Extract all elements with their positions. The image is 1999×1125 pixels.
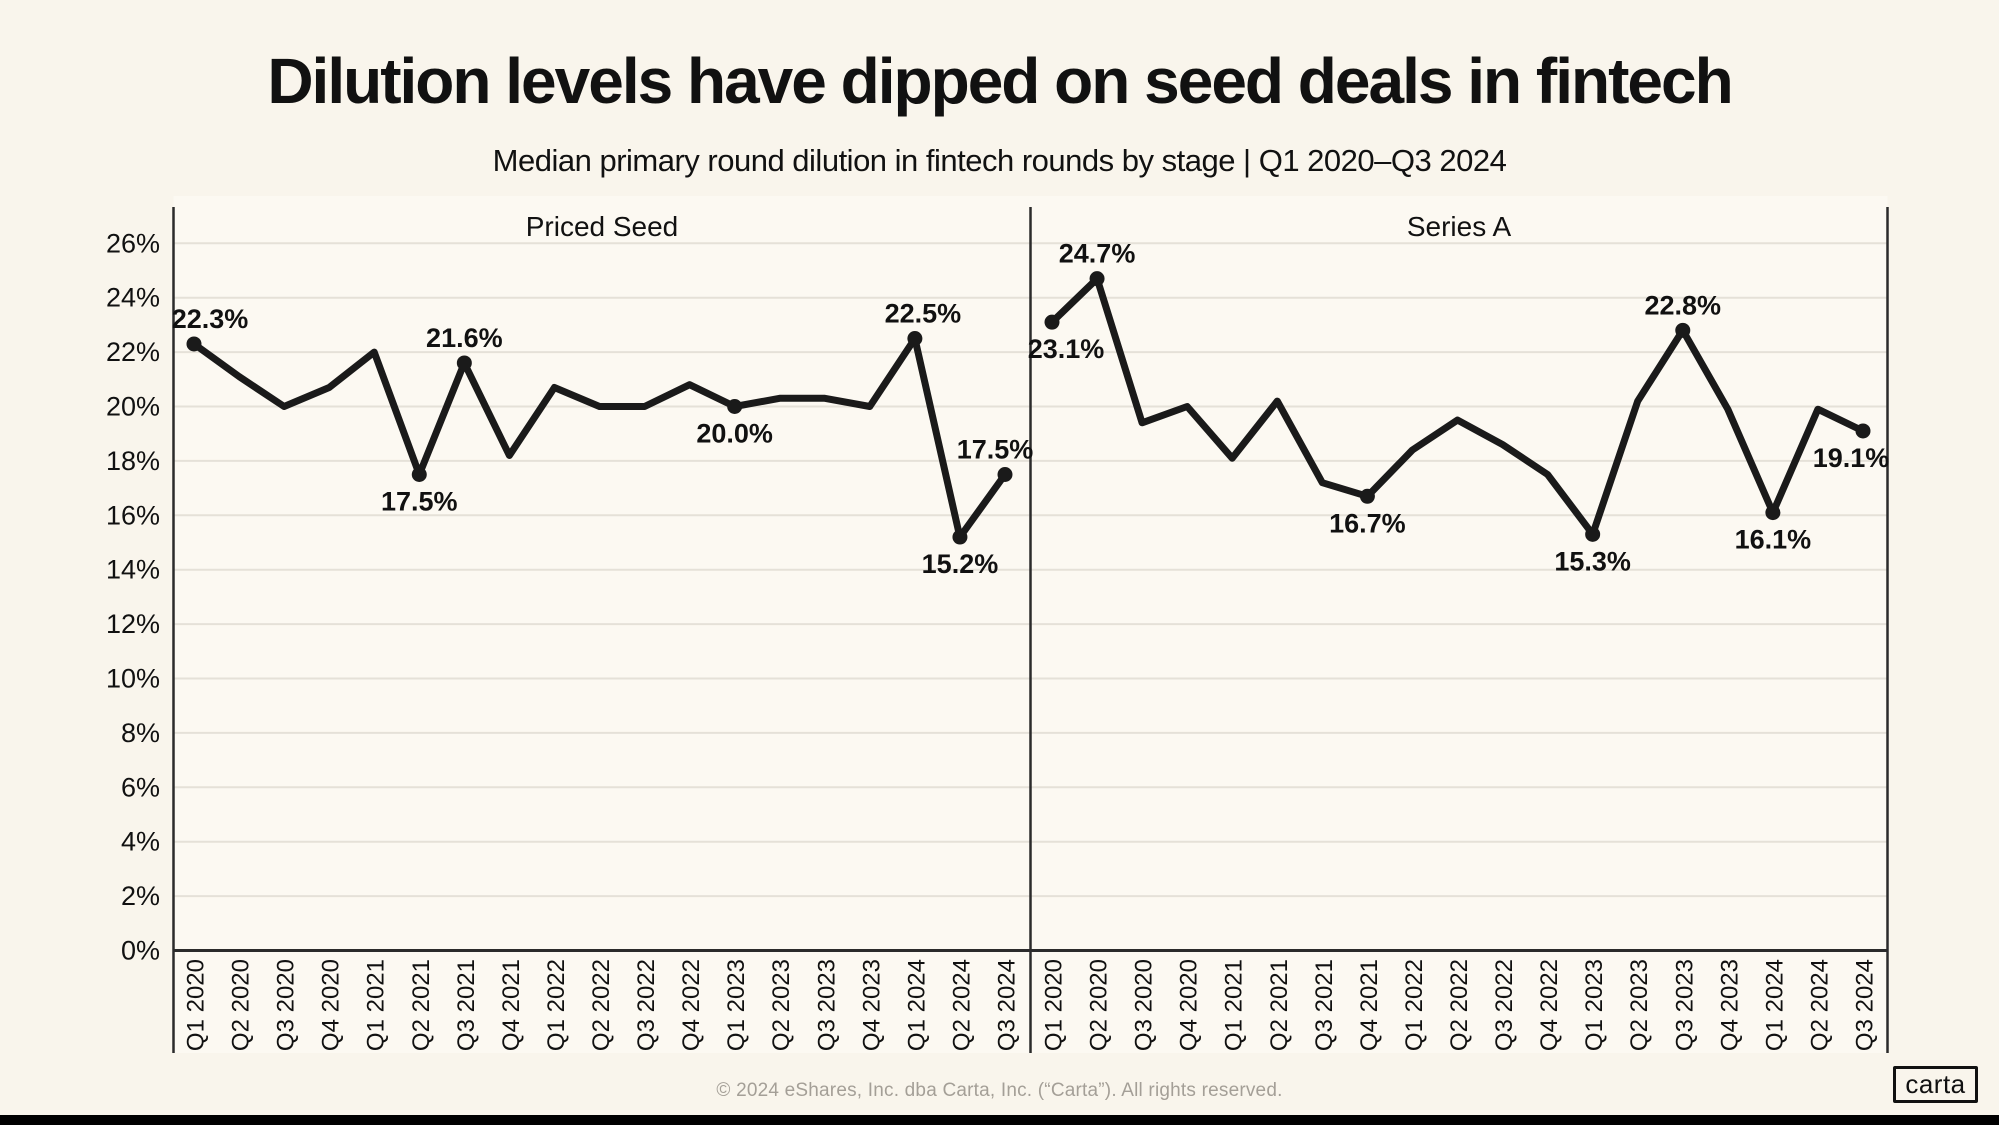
- data-point-dot: [727, 399, 743, 414]
- x-tick-label: Q1 2023: [1581, 959, 1608, 1051]
- data-point-label: 15.2%: [922, 549, 999, 579]
- carta-logo: carta: [1893, 1066, 1978, 1103]
- data-point-dot: [186, 336, 202, 352]
- x-tick-label: Q3 2024: [1852, 959, 1879, 1051]
- data-point-dot: [1675, 322, 1691, 338]
- x-tick-label: Q1 2021: [1221, 959, 1248, 1051]
- x-tick-label: Q3 2021: [453, 959, 480, 1051]
- x-tick-label: Q3 2023: [813, 959, 840, 1051]
- x-tick-label: Q2 2022: [588, 959, 615, 1051]
- y-tick-label: 18%: [106, 446, 160, 476]
- x-tick-label: Q1 2024: [903, 959, 930, 1051]
- data-point-label: 22.3%: [172, 304, 249, 334]
- panel-title-priced-seed: Priced Seed: [526, 211, 679, 242]
- data-point-dot: [411, 467, 427, 482]
- x-tick-label: Q3 2024: [994, 959, 1021, 1051]
- data-point-dot: [1855, 423, 1871, 439]
- x-tick-label: Q3 2022: [1491, 959, 1518, 1051]
- y-tick-label: 0%: [121, 936, 160, 966]
- y-tick-label: 24%: [106, 283, 160, 313]
- x-tick-label: Q2 2020: [228, 959, 255, 1051]
- chart-title: Dilution levels have dipped on seed deal…: [267, 45, 1733, 117]
- x-tick-label: Q4 2023: [1716, 959, 1743, 1051]
- x-tick-label: Q3 2022: [633, 959, 660, 1051]
- x-tick-label: Q2 2023: [1626, 959, 1653, 1051]
- y-tick-label: 10%: [106, 664, 160, 694]
- y-tick-label: 14%: [106, 555, 160, 585]
- x-tick-label: Q3 2020: [273, 959, 300, 1051]
- y-tick-label: 20%: [106, 392, 160, 422]
- data-point-label: 23.1%: [1028, 334, 1105, 364]
- y-tick-label: 22%: [106, 337, 160, 367]
- y-tick-label: 6%: [121, 772, 160, 802]
- data-point-dot: [907, 331, 923, 346]
- x-tick-label: Q4 2022: [678, 959, 705, 1051]
- data-point-dot: [1585, 526, 1601, 542]
- data-point-dot: [1765, 505, 1781, 521]
- y-tick-label: 2%: [121, 881, 160, 911]
- data-point-label: 19.1%: [1813, 443, 1890, 473]
- x-tick-label: Q3 2020: [1131, 959, 1158, 1051]
- data-point-label: 22.5%: [885, 299, 962, 329]
- x-tick-label: Q4 2022: [1536, 959, 1563, 1051]
- x-tick-label: Q2 2022: [1446, 959, 1473, 1051]
- x-tick-label: Q2 2023: [768, 959, 795, 1051]
- series-line-series-a: [1048, 275, 1867, 538]
- x-tick-label: Q4 2023: [858, 959, 885, 1051]
- data-point-label: 15.3%: [1554, 546, 1631, 576]
- panel-title-series-a: Series A: [1407, 211, 1512, 242]
- x-tick-label: Q1 2020: [183, 959, 210, 1051]
- x-tick-label: Q4 2020: [318, 959, 345, 1051]
- x-tick-label: Q1 2021: [363, 959, 390, 1051]
- data-point-label: 21.6%: [426, 323, 503, 353]
- bottom-accent-bar: [0, 1115, 1999, 1125]
- y-tick-label: 16%: [106, 500, 160, 530]
- data-point-dot: [456, 355, 472, 371]
- x-tick-label: Q1 2023: [723, 959, 750, 1051]
- x-tick-label: Q3 2023: [1671, 959, 1698, 1051]
- data-point-label: 17.5%: [381, 487, 458, 517]
- data-point-label: 17.5%: [957, 435, 1034, 465]
- x-tick-label: Q4 2021: [1356, 959, 1383, 1051]
- x-tick-label: Q3 2021: [1311, 959, 1338, 1051]
- data-point-dot: [1359, 488, 1375, 504]
- data-point-dot: [1089, 271, 1105, 287]
- data-point-label: 24.7%: [1059, 239, 1136, 269]
- data-point-dot: [952, 529, 968, 545]
- x-tick-label: Q2 2024: [948, 959, 975, 1051]
- x-tick-label: Q1 2024: [1761, 959, 1788, 1051]
- data-point-dot: [1044, 314, 1060, 330]
- x-tick-label: Q4 2020: [1176, 959, 1203, 1051]
- x-tick-label: Q1 2022: [543, 959, 570, 1051]
- x-tick-label: Q2 2021: [1266, 959, 1293, 1051]
- x-tick-label: Q2 2021: [408, 959, 435, 1051]
- data-point-label: 16.1%: [1735, 525, 1812, 555]
- x-tick-label: Q1 2020: [1041, 959, 1068, 1051]
- data-point-label: 16.7%: [1329, 508, 1406, 538]
- copyright-text: © 2024 eShares, Inc. dba Carta, Inc. (“C…: [716, 1080, 1283, 1101]
- x-tick-label: Q1 2022: [1401, 959, 1428, 1051]
- y-tick-label: 8%: [121, 718, 160, 748]
- x-tick-label: Q2 2024: [1806, 959, 1833, 1051]
- chart-subtitle: Median primary round dilution in fintech…: [492, 143, 1507, 178]
- y-tick-label: 12%: [106, 609, 160, 639]
- data-point-label: 20.0%: [696, 419, 773, 449]
- series-line-priced-seed: [190, 335, 1009, 541]
- y-tick-label: 4%: [121, 827, 160, 857]
- x-tick-label: Q2 2020: [1086, 959, 1113, 1051]
- data-point-dot: [997, 467, 1013, 482]
- x-tick-label: Q4 2021: [498, 959, 525, 1051]
- y-tick-label: 26%: [106, 228, 160, 258]
- carta-logo-label: carta: [1905, 1068, 1966, 1099]
- data-point-label: 22.8%: [1644, 290, 1721, 320]
